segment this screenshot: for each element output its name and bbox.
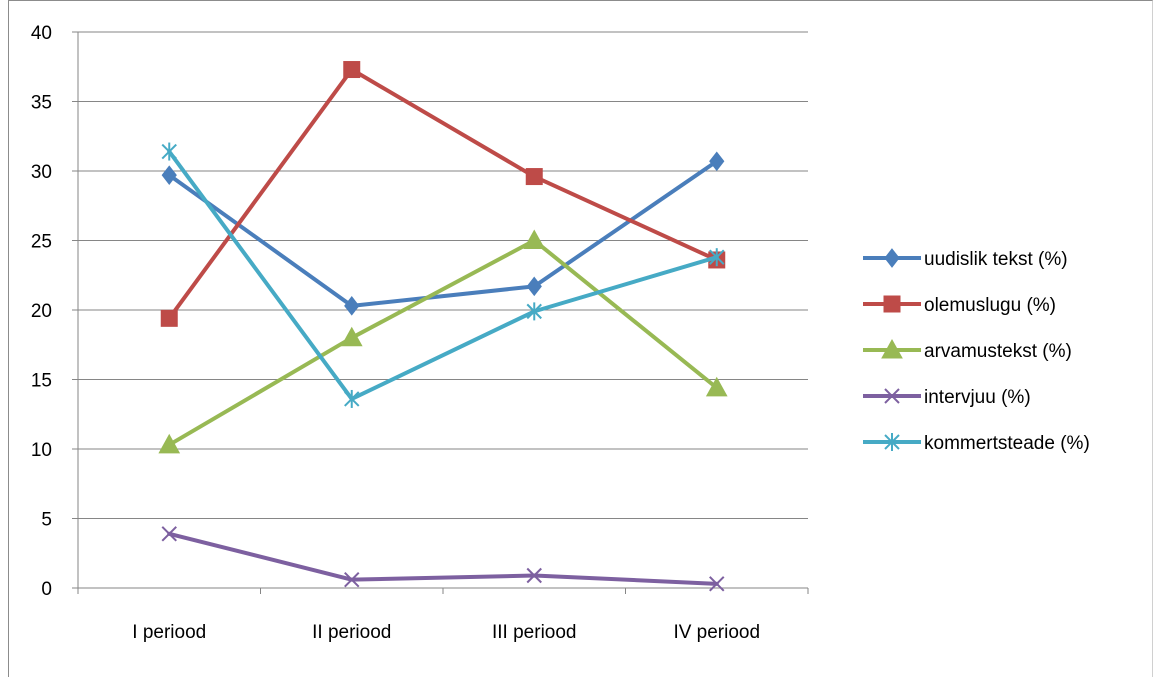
series-line bbox=[167, 67, 719, 321]
x-tick-label: III periood bbox=[492, 622, 577, 643]
axes bbox=[72, 31, 809, 594]
data-point bbox=[344, 571, 360, 588]
data-point bbox=[526, 567, 542, 584]
series-line bbox=[167, 159, 719, 308]
x-tick-label: I periood bbox=[132, 622, 206, 643]
y-tick-label: 35 bbox=[31, 93, 52, 114]
series-line bbox=[167, 149, 719, 401]
legend-marker bbox=[884, 248, 900, 268]
y-tick-label: 40 bbox=[31, 23, 52, 44]
legend-label: intervjuu (%) bbox=[924, 387, 1031, 408]
legend-marker bbox=[884, 388, 900, 404]
y-tick-labels: 0 5 10 15 20 25 30 35 40 bbox=[31, 23, 52, 600]
series-line bbox=[167, 531, 719, 586]
data-point bbox=[526, 276, 542, 297]
legend-marker bbox=[883, 295, 901, 313]
data-point bbox=[526, 302, 542, 321]
gridlines bbox=[78, 31, 808, 519]
y-tick-label: 10 bbox=[31, 440, 52, 461]
y-tick-label: 15 bbox=[31, 371, 52, 392]
data-point bbox=[525, 168, 543, 186]
data-point bbox=[523, 229, 546, 249]
data-point bbox=[160, 309, 178, 327]
y-tick-label: 5 bbox=[41, 510, 52, 531]
x-tick-label: IV periood bbox=[673, 622, 760, 643]
data-point bbox=[344, 296, 360, 316]
series-3 bbox=[161, 526, 725, 592]
legend-label: arvamustekst (%) bbox=[924, 341, 1072, 362]
legend-label: kommertsteade (%) bbox=[924, 433, 1090, 454]
legend: uudislik tekst (%) olemuslugu (%) arvamust… bbox=[863, 248, 1090, 454]
series-line bbox=[167, 238, 719, 447]
x-tick-labels: I periood II periood III periood IV periood bbox=[132, 622, 760, 643]
series-2 bbox=[158, 229, 728, 454]
data-point bbox=[340, 326, 363, 347]
chart-frame bbox=[8, 0, 1153, 677]
data-point bbox=[709, 151, 725, 172]
legend-item: uudislik tekst (%) bbox=[863, 248, 1068, 270]
y-tick-label: 0 bbox=[41, 579, 52, 600]
data-point bbox=[709, 576, 725, 592]
legend-item: olemuslugu (%) bbox=[863, 295, 1056, 316]
data-point bbox=[344, 389, 360, 408]
legend-item: kommertsteade (%) bbox=[863, 433, 1090, 454]
series-lines bbox=[158, 61, 728, 592]
legend-label: uudislik tekst (%) bbox=[924, 249, 1068, 270]
series-0 bbox=[161, 151, 725, 316]
data-point bbox=[705, 376, 728, 397]
data-point bbox=[161, 142, 177, 161]
series-4 bbox=[161, 142, 725, 408]
data-point bbox=[161, 165, 177, 185]
data-point bbox=[161, 526, 177, 542]
data-point bbox=[709, 248, 725, 267]
y-tick-label: 25 bbox=[31, 232, 52, 253]
y-tick-label: 30 bbox=[31, 162, 52, 183]
legend-label: olemuslugu (%) bbox=[924, 295, 1056, 316]
legend-item: intervjuu (%) bbox=[863, 387, 1031, 408]
legend-marker bbox=[881, 338, 903, 359]
data-point bbox=[343, 61, 361, 79]
x-tick-label: II periood bbox=[312, 622, 391, 643]
legend-item: arvamustekst (%) bbox=[863, 338, 1072, 362]
legend-marker bbox=[884, 433, 900, 451]
data-point bbox=[158, 433, 181, 454]
y-tick-label: 20 bbox=[31, 301, 52, 322]
